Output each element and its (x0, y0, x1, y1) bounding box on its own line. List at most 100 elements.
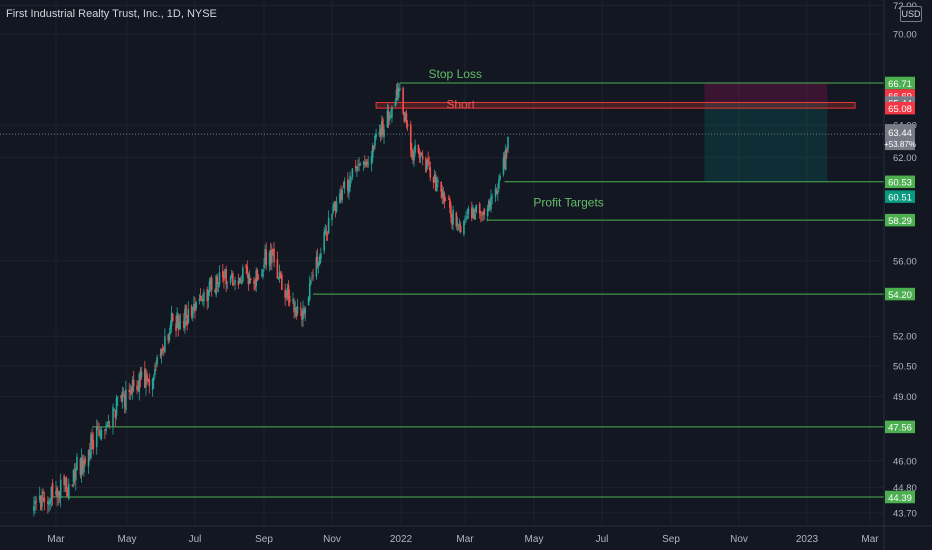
candle (326, 233, 329, 235)
candle (286, 287, 289, 298)
candle (464, 218, 466, 220)
candle (107, 421, 110, 424)
candle (169, 324, 172, 330)
annotation-stop-loss: Stop Loss (429, 67, 482, 81)
y-tick-label: 50.50 (893, 361, 917, 372)
price-label-box (885, 190, 915, 203)
candle (106, 424, 109, 428)
candle (367, 163, 369, 165)
candle (246, 266, 249, 274)
candle (357, 164, 359, 166)
candle (456, 222, 459, 225)
candle (482, 211, 484, 215)
candle (351, 168, 354, 178)
candle (176, 312, 178, 328)
candle (203, 292, 205, 302)
candle (428, 162, 431, 165)
candle (373, 145, 375, 149)
candle (210, 277, 213, 291)
candle (406, 123, 409, 127)
candle (171, 314, 174, 321)
candle (441, 189, 444, 198)
candle (230, 273, 233, 278)
candle (240, 281, 243, 284)
x-tick-label: Nov (323, 534, 341, 545)
candle (229, 277, 232, 283)
candle (40, 495, 42, 511)
candle (194, 304, 196, 312)
candle (440, 181, 442, 192)
candle (502, 157, 505, 175)
candle (350, 177, 353, 179)
candle (466, 216, 469, 218)
candle (232, 273, 234, 286)
candle (257, 277, 260, 279)
candle (41, 495, 43, 507)
candle (371, 145, 374, 158)
candle (310, 280, 312, 284)
y-tick-label: 52.00 (893, 332, 917, 343)
candle (362, 161, 365, 165)
candle (303, 311, 305, 315)
candle (459, 226, 462, 233)
candle (295, 309, 298, 317)
candle (395, 89, 398, 101)
price-label-box (885, 76, 915, 90)
candle (253, 280, 255, 284)
candle (293, 302, 295, 313)
candle (104, 429, 106, 431)
candle (386, 110, 389, 128)
candle (405, 113, 408, 124)
candle (312, 275, 314, 277)
price-label: 47.56 (888, 423, 912, 434)
candle (263, 264, 265, 268)
candle (434, 174, 437, 192)
candle (73, 471, 76, 478)
candle (43, 497, 46, 502)
candle (35, 500, 38, 503)
candle (200, 299, 203, 302)
candle (489, 202, 491, 207)
candle (193, 303, 195, 311)
candle (136, 385, 138, 390)
candle (467, 208, 470, 214)
candle (366, 161, 368, 165)
candle (296, 306, 299, 314)
candle (161, 348, 164, 351)
candle (100, 429, 103, 439)
y-tick-label: 43.70 (893, 508, 917, 519)
candle (186, 320, 188, 326)
currency-badge[interactable]: USD (900, 6, 922, 22)
candle (72, 470, 75, 483)
candle (83, 459, 85, 473)
candle (278, 272, 281, 278)
candle (474, 214, 476, 220)
y-tick-label: 62.00 (893, 153, 917, 164)
candle (162, 347, 165, 349)
candle (238, 278, 241, 284)
candle (195, 302, 197, 310)
candle (239, 280, 242, 282)
last-price-value: 63.44 (888, 128, 912, 139)
candle (63, 475, 65, 486)
candle (356, 166, 358, 171)
candle (130, 388, 133, 394)
candle (504, 148, 507, 170)
candle (170, 313, 173, 326)
price-label: 60.53 (888, 178, 912, 189)
candle (99, 435, 102, 437)
candle (332, 205, 334, 214)
candle (147, 378, 149, 382)
x-tick-label: May (525, 534, 544, 545)
candle (65, 477, 68, 491)
candle (116, 397, 119, 399)
candle (33, 505, 35, 511)
candle (433, 174, 436, 183)
candle (429, 167, 432, 178)
candle (155, 365, 157, 368)
candle (437, 180, 439, 183)
candle (81, 460, 84, 470)
x-tick-label: Jul (596, 534, 609, 545)
